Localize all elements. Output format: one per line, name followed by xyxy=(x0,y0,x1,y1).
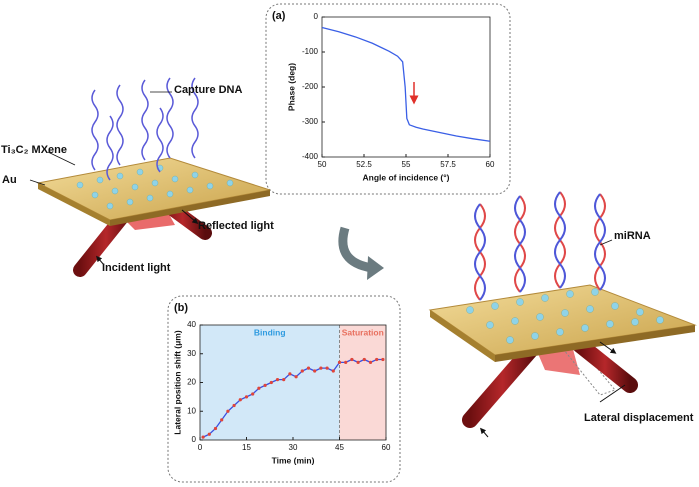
panel-label: (b) xyxy=(174,302,188,314)
y-tick-label: -400 xyxy=(302,152,319,161)
marker xyxy=(232,403,236,408)
mxene-label: Ti₃C₂ MXene xyxy=(1,144,67,156)
mirna-label: miRNA xyxy=(614,230,651,242)
marker xyxy=(207,432,211,436)
marker xyxy=(375,357,379,362)
region-label: Saturation xyxy=(342,327,384,337)
y-tick-label: -300 xyxy=(302,117,319,126)
x-axis-label: Time (min) xyxy=(272,455,315,465)
marker xyxy=(201,435,205,439)
marker xyxy=(325,366,329,370)
x-tick-label: 57.5 xyxy=(440,160,456,169)
marker xyxy=(313,369,317,373)
marker xyxy=(238,398,242,402)
marker xyxy=(244,395,249,399)
y-tick-label: -200 xyxy=(302,82,319,91)
marker xyxy=(220,418,224,422)
marker xyxy=(350,357,354,362)
marker xyxy=(294,375,298,379)
marker xyxy=(263,383,267,387)
marker xyxy=(306,366,311,370)
panel-label: (a) xyxy=(272,10,286,22)
marker xyxy=(356,360,360,364)
x-tick-label: 55 xyxy=(402,160,411,169)
marker xyxy=(275,378,280,382)
x-tick-label: 30 xyxy=(289,443,298,452)
y-tick-label: 10 xyxy=(187,406,196,415)
marker xyxy=(300,369,304,373)
y-tick-label: 40 xyxy=(187,320,196,329)
x-tick-label: 45 xyxy=(335,443,344,452)
x-tick-label: 52.5 xyxy=(356,160,372,169)
plot-frame xyxy=(321,16,491,158)
lateral-displacement-label: Lateral displacement xyxy=(584,412,694,424)
right-sensor xyxy=(428,191,697,438)
marker xyxy=(226,409,230,413)
marker xyxy=(282,378,286,382)
marker xyxy=(362,357,366,362)
y-tick-label: -100 xyxy=(302,47,319,56)
x-tick-label: 0 xyxy=(198,443,203,452)
x-tick-label: 60 xyxy=(382,443,391,452)
region xyxy=(339,325,386,440)
marker xyxy=(288,372,292,376)
y-tick-label: 30 xyxy=(187,349,196,358)
y-tick-label: 0 xyxy=(192,435,197,444)
y-tick-label: 0 xyxy=(314,12,319,21)
x-tick-label: 60 xyxy=(486,160,495,169)
x-axis-label: Angle of incidence (°) xyxy=(363,172,450,182)
marker xyxy=(331,369,335,373)
marker xyxy=(368,360,373,364)
marker xyxy=(344,360,348,364)
marker xyxy=(257,386,261,390)
x-tick-label: 15 xyxy=(242,443,251,452)
capture-dna-label: Capture DNA xyxy=(174,84,243,96)
marker xyxy=(319,366,323,370)
au-label: Au xyxy=(2,174,17,186)
left-sensor xyxy=(29,77,271,277)
process-arrow xyxy=(338,226,373,273)
region-label: Binding xyxy=(254,327,286,337)
marker xyxy=(381,357,385,362)
marker xyxy=(213,426,218,431)
panel-b-box xyxy=(167,295,401,483)
marker xyxy=(251,392,255,396)
reflected-light-label: Reflected light xyxy=(198,220,274,232)
marker xyxy=(269,380,273,385)
line xyxy=(321,26,491,142)
x-tick-label: 50 xyxy=(318,160,327,169)
marker xyxy=(337,360,342,364)
y-axis-label: Phase (deg) xyxy=(286,63,296,111)
y-tick-label: 20 xyxy=(187,378,196,387)
process-arrow-head xyxy=(367,256,384,280)
incident-light-label: Incident light xyxy=(102,262,171,274)
panel-a-box xyxy=(265,3,511,195)
y-axis-label: Lateral position shift (μm) xyxy=(172,330,182,435)
